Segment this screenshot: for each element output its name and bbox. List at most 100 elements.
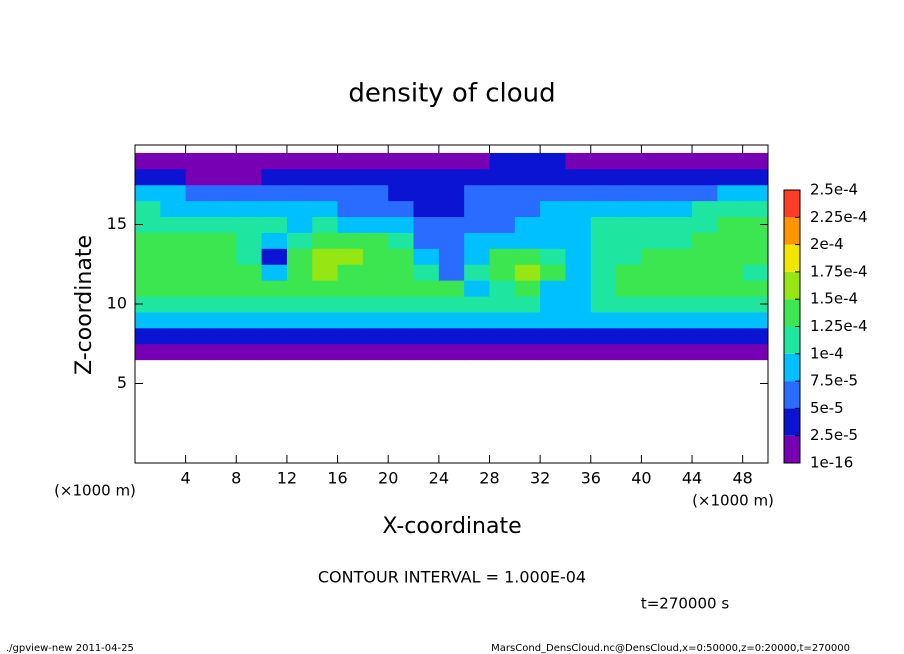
- x-tick-label: 44: [682, 469, 702, 488]
- contour-cell: [717, 311, 744, 329]
- contour-cell: [261, 232, 288, 249]
- contour-cell: [717, 343, 744, 361]
- contour-cell: [413, 343, 440, 361]
- contour-cell: [135, 168, 161, 186]
- contour-cell: [286, 184, 313, 202]
- contour-cell: [692, 168, 718, 186]
- contour-cell: [388, 343, 415, 361]
- contour-cell: [717, 296, 744, 313]
- contour-cell: [261, 184, 288, 202]
- contour-cell: [464, 311, 490, 329]
- colorbar-label: 7.5e-5: [810, 372, 858, 390]
- contour-cell: [388, 311, 415, 329]
- contour-cell: [641, 343, 668, 361]
- contour-cell: [616, 264, 642, 281]
- contour-cell: [312, 280, 339, 297]
- contour-cell: [641, 311, 668, 329]
- contour-cell: [210, 280, 237, 297]
- contour-cell: [210, 216, 237, 233]
- colorbar-band: [784, 408, 800, 436]
- contour-cell: [540, 200, 566, 218]
- colorbar-label: 1e-16: [810, 454, 853, 472]
- contour-cell: [160, 168, 187, 186]
- contour-cell: [160, 327, 187, 345]
- contour-cell: [590, 296, 617, 313]
- contour-cell: [286, 327, 313, 345]
- contour-cell: [464, 296, 490, 313]
- contour-cell: [742, 232, 769, 249]
- contour-cell: [590, 264, 617, 281]
- contour-cell: [616, 248, 642, 265]
- time-label: t=270000 s: [641, 595, 729, 613]
- colorbar-band: [784, 271, 800, 300]
- contour-cell: [489, 264, 516, 281]
- contour-cell: [590, 184, 617, 202]
- contour-cell: [286, 248, 313, 265]
- contour-cell: [185, 327, 212, 345]
- contour-cell: [236, 327, 263, 345]
- contour-cell: [692, 311, 718, 329]
- contour-cell: [489, 232, 516, 249]
- contour-cell: [210, 184, 237, 202]
- contour-cell: [514, 152, 541, 170]
- contour-cell: [616, 168, 642, 186]
- contour-cell: [666, 168, 693, 186]
- colorbar-band: [784, 353, 800, 382]
- contour-cell: [464, 248, 490, 265]
- contour-cell: [514, 327, 541, 345]
- contour-cell: [261, 296, 288, 313]
- contour-cell: [666, 152, 693, 170]
- contour-cell: [236, 216, 263, 233]
- y-tick-label: 10: [107, 294, 127, 313]
- contour-cell: [160, 296, 187, 313]
- contour-cell: [616, 296, 642, 313]
- contour-cell: [489, 296, 516, 313]
- contour-cell: [388, 168, 415, 186]
- contour-cell: [590, 248, 617, 265]
- contour-cell: [464, 216, 490, 233]
- contour-cell: [565, 296, 592, 313]
- contour-cell: [362, 152, 389, 170]
- contour-cell: [236, 152, 263, 170]
- contour-cell: [210, 343, 237, 361]
- x-tick-label: 32: [530, 469, 550, 488]
- contour-cell: [717, 327, 744, 345]
- contour-cell: [261, 248, 288, 265]
- contour-cell: [160, 311, 187, 329]
- contour-cell: [438, 343, 465, 361]
- contour-cell: [641, 264, 668, 281]
- colorbar-label: 2e-4: [810, 235, 844, 253]
- contour-cell: [717, 168, 744, 186]
- contour-cell: [362, 248, 389, 265]
- x-tick-label: 48: [733, 469, 753, 488]
- contour-cell: [312, 296, 339, 313]
- contour-cell: [514, 184, 541, 202]
- contour-cell: [312, 200, 339, 218]
- contour-cell: [160, 248, 187, 265]
- contour-cell: [160, 200, 187, 218]
- contour-cell: [540, 343, 566, 361]
- contour-cell: [388, 248, 415, 265]
- contour-cell: [362, 216, 389, 233]
- contour-cell: [565, 216, 592, 233]
- contour-cell: [236, 280, 263, 297]
- contour-cell: [692, 248, 718, 265]
- contour-cell: [312, 232, 339, 249]
- contour-cell: [261, 152, 288, 170]
- contour-cell: [616, 311, 642, 329]
- contour-cell: [261, 264, 288, 281]
- contour-cell: [590, 232, 617, 249]
- contour-cell: [489, 184, 516, 202]
- contour-cell: [540, 232, 566, 249]
- contour-cell: [261, 280, 288, 297]
- contour-cell: [540, 280, 566, 297]
- contour-cell: [413, 184, 440, 202]
- contour-cell: [489, 152, 516, 170]
- contour-cell: [666, 216, 693, 233]
- contour-cell: [135, 264, 161, 281]
- contour-cell: [185, 216, 212, 233]
- contour-cell: [514, 311, 541, 329]
- contour-cell: [514, 264, 541, 281]
- contour-cell: [565, 327, 592, 345]
